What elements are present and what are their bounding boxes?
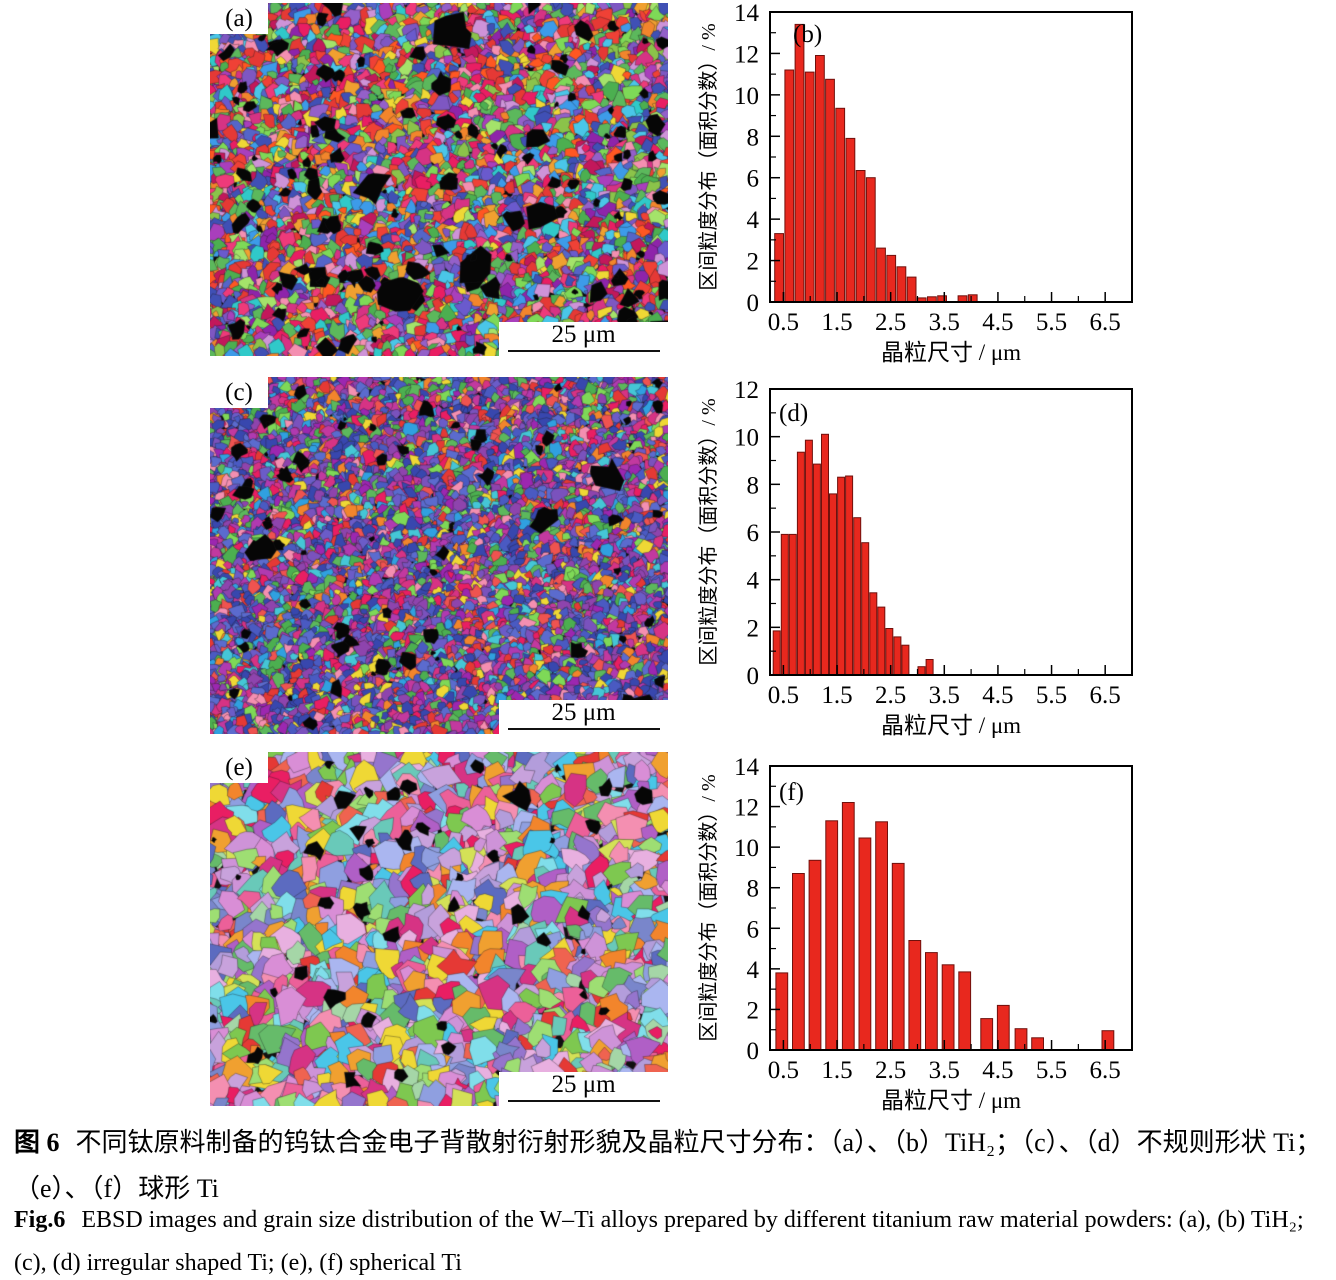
svg-text:1.5: 1.5 xyxy=(821,1057,852,1084)
svg-text:6.5: 6.5 xyxy=(1090,1057,1121,1084)
caption-en-line2: (c), (d) irregular shaped Ti; (e), (f) s… xyxy=(14,1250,462,1277)
svg-text:12: 12 xyxy=(734,41,759,68)
svg-text:8: 8 xyxy=(747,472,760,499)
svg-text:4.5: 4.5 xyxy=(982,682,1013,709)
scale-bar-c: 25 μm xyxy=(499,700,668,734)
svg-text:1.5: 1.5 xyxy=(821,309,852,336)
figure-number-en: Fig.6 xyxy=(14,1207,66,1233)
scale-bar-line-a xyxy=(507,350,660,352)
svg-text:(f): (f) xyxy=(779,779,804,806)
svg-text:0: 0 xyxy=(747,663,760,690)
panel-label-a: (a) xyxy=(210,3,268,34)
caption-en-text1: EBSD images and grain size distribution … xyxy=(81,1207,1304,1233)
svg-text:4: 4 xyxy=(747,957,760,984)
svg-text:10: 10 xyxy=(734,425,759,452)
panel-label-c: (c) xyxy=(210,377,268,408)
svg-text:晶粒尺寸 / μm: 晶粒尺寸 / μm xyxy=(881,340,1021,365)
svg-text:区间粒度分布（面积分数）/ %: 区间粒度分布（面积分数）/ % xyxy=(697,774,720,1041)
svg-text:0.5: 0.5 xyxy=(768,1057,799,1084)
svg-text:2.5: 2.5 xyxy=(875,1057,906,1084)
scale-bar-a: 25 μm xyxy=(499,322,668,356)
svg-text:2.5: 2.5 xyxy=(875,682,906,709)
svg-text:4.5: 4.5 xyxy=(982,1057,1013,1084)
scale-bar-e: 25 μm xyxy=(499,1072,668,1106)
svg-text:6: 6 xyxy=(747,166,760,193)
svg-text:0: 0 xyxy=(747,290,760,317)
svg-text:晶粒尺寸 / μm: 晶粒尺寸 / μm xyxy=(881,713,1021,738)
svg-text:晶粒尺寸 / μm: 晶粒尺寸 / μm xyxy=(881,1088,1021,1113)
ebsd-panel-e: (e) 25 μm xyxy=(210,752,668,1106)
svg-text:2: 2 xyxy=(747,249,760,276)
svg-text:6.5: 6.5 xyxy=(1090,682,1121,709)
svg-text:14: 14 xyxy=(734,754,760,781)
ebsd-panel-a: (a) 25 μm xyxy=(210,3,668,356)
svg-text:10: 10 xyxy=(734,83,759,110)
svg-text:4: 4 xyxy=(747,207,760,234)
caption-zh-line1: 图 6 不同钛原料制备的钨钛合金电子背散射衍射形貌及晶粒尺寸分布：（a）、（b）T… xyxy=(14,1122,1321,1159)
svg-text:10: 10 xyxy=(734,835,759,862)
caption-zh-text2: （e）、（f）球形 Ti xyxy=(14,1174,219,1203)
svg-text:0: 0 xyxy=(747,1038,760,1065)
ebsd-map-a xyxy=(210,3,668,356)
svg-text:8: 8 xyxy=(747,124,760,151)
svg-text:3.5: 3.5 xyxy=(929,309,960,336)
svg-text:8: 8 xyxy=(747,876,760,903)
svg-text:4.5: 4.5 xyxy=(982,309,1013,336)
svg-text:6: 6 xyxy=(747,916,760,943)
svg-text:2: 2 xyxy=(747,997,760,1024)
grain-size-histogram-b: 0.5 1.5 2.5 3.5 4.5 5.5 6.5 0 2 4 6 8 10 12 14 晶粒尺寸 / μ… xyxy=(697,0,1133,365)
svg-text:0.5: 0.5 xyxy=(768,309,799,336)
ebsd-map-c xyxy=(210,377,668,734)
svg-text:(d): (d) xyxy=(779,400,808,427)
scale-bar-text-e: 25 μm xyxy=(551,1071,616,1098)
grain-size-histogram-f: 0.5 1.5 2.5 3.5 4.5 5.5 6.5 0 2 4 6 8 10 12 14 晶粒尺寸 / μ… xyxy=(697,754,1133,1113)
panel-label-e: (e) xyxy=(210,752,268,783)
scale-bar-text-c: 25 μm xyxy=(551,699,616,726)
svg-text:4: 4 xyxy=(747,568,760,595)
caption-zh-line2: （e）、（f）球形 Ti xyxy=(14,1168,219,1205)
svg-text:12: 12 xyxy=(734,795,759,822)
svg-text:0.5: 0.5 xyxy=(768,682,799,709)
svg-text:1.5: 1.5 xyxy=(821,682,852,709)
ebsd-map-e xyxy=(210,752,668,1106)
svg-text:6.5: 6.5 xyxy=(1090,309,1121,336)
svg-text:(b): (b) xyxy=(793,21,822,48)
caption-en-line1: Fig.6 EBSD images and grain size distribu… xyxy=(14,1207,1304,1234)
svg-text:区间粒度分布（面积分数）/ %: 区间粒度分布（面积分数）/ % xyxy=(697,23,720,290)
svg-text:12: 12 xyxy=(734,377,759,404)
scale-bar-text-a: 25 μm xyxy=(551,321,616,348)
ebsd-panel-c: (c) 25 μm xyxy=(210,377,668,734)
svg-text:5.5: 5.5 xyxy=(1036,309,1067,336)
figure-number-zh: 图 6 xyxy=(14,1128,60,1157)
scale-bar-line-c xyxy=(507,728,660,730)
grain-size-histogram-d: 0.5 1.5 2.5 3.5 4.5 5.5 6.5 0 2 4 6 8 10 12 晶粒尺寸 / μm 区… xyxy=(697,377,1133,738)
svg-text:5.5: 5.5 xyxy=(1036,682,1067,709)
svg-text:2.5: 2.5 xyxy=(875,309,906,336)
caption-en-text2: (c), (d) irregular shaped Ti; (e), (f) s… xyxy=(14,1250,462,1276)
svg-text:3.5: 3.5 xyxy=(929,682,960,709)
svg-text:3.5: 3.5 xyxy=(929,1057,960,1084)
svg-text:6: 6 xyxy=(747,520,760,547)
caption-zh-text1: 不同钛原料制备的钨钛合金电子背散射衍射形貌及晶粒尺寸分布：（a）、（b）TiH₂… xyxy=(75,1128,1322,1157)
svg-text:区间粒度分布（面积分数）/ %: 区间粒度分布（面积分数）/ % xyxy=(697,398,720,665)
svg-text:14: 14 xyxy=(734,0,760,27)
scale-bar-line-e xyxy=(507,1100,660,1102)
svg-text:2: 2 xyxy=(747,615,760,642)
svg-text:5.5: 5.5 xyxy=(1036,1057,1067,1084)
